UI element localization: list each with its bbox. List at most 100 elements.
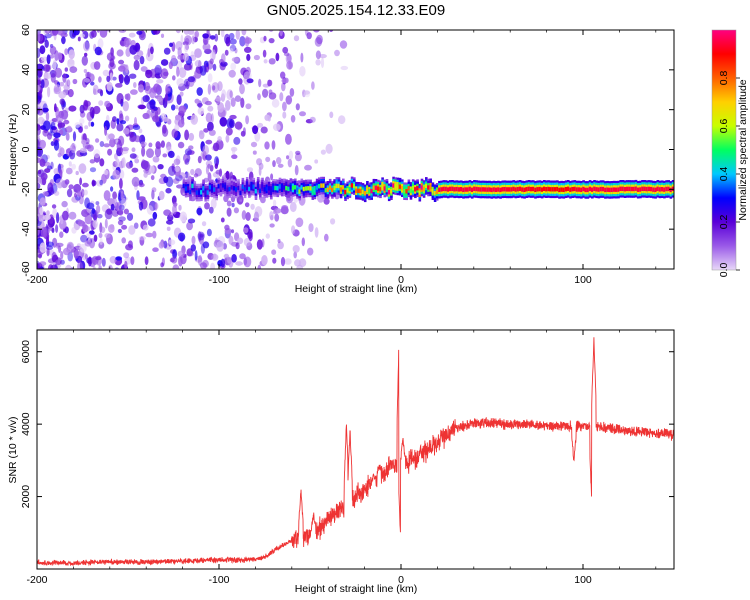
noise-blob (64, 264, 73, 269)
noise-blob (194, 250, 198, 261)
snr-x-axis-label: Height of straight line (km) (295, 583, 418, 595)
signal-band-cell (595, 187, 598, 192)
noise-blob (37, 85, 41, 92)
noise-blob (55, 224, 59, 233)
noise-blob (132, 124, 141, 130)
noise-blob (258, 78, 262, 88)
signal-band-cell (604, 187, 607, 193)
noise-blob (120, 190, 124, 200)
noise-blob (101, 257, 106, 267)
noise-blob (309, 116, 316, 123)
noise-blob (152, 156, 160, 163)
noise-blob (99, 238, 103, 245)
noise-blob (143, 172, 148, 178)
signal-band-cell (390, 189, 393, 194)
noise-blob (85, 145, 92, 149)
noise-blob (214, 33, 219, 42)
noise-blob (37, 126, 41, 136)
noise-blob (88, 238, 96, 249)
noise-blob (130, 89, 138, 95)
noise-blob (206, 228, 212, 237)
signal-band-cell (333, 185, 336, 191)
noise-blob (243, 256, 252, 268)
noise-blob (280, 268, 283, 269)
noise-blob (205, 139, 213, 145)
noise-blob (215, 157, 219, 166)
noise-blob (72, 78, 78, 85)
noise-blob (231, 57, 239, 62)
signal-band-cell (490, 187, 494, 193)
noise-blob (277, 163, 284, 168)
noise-blob (77, 261, 83, 269)
signal-band-cell (497, 187, 500, 192)
noise-blob (50, 121, 56, 130)
signal-band-cell (628, 186, 631, 192)
noise-blob (154, 201, 158, 211)
signal-band-cell (311, 188, 315, 194)
noise-blob (88, 230, 95, 235)
noise-blob (272, 199, 277, 207)
noise-blob (60, 251, 64, 260)
noise-blob (49, 226, 55, 232)
noise-blob (229, 48, 234, 53)
signal-band-cell (630, 186, 633, 192)
noise-blob (170, 256, 178, 264)
signal-band-cell (667, 186, 670, 192)
noise-blob (84, 52, 88, 57)
noise-blob (114, 153, 118, 160)
noise-blob (257, 122, 264, 128)
signal-band-cell (407, 186, 411, 191)
noise-blob (40, 226, 48, 238)
signal-band-cell (660, 187, 664, 192)
noise-blob (243, 71, 252, 81)
noise-blob (194, 69, 202, 79)
signal-band-cell (208, 185, 212, 190)
noise-blob (257, 93, 261, 101)
signal-band-cell (355, 188, 358, 193)
noise-blob (178, 105, 187, 114)
noise-blob (104, 100, 111, 108)
noise-blob (138, 182, 145, 188)
noise-blob (160, 262, 164, 268)
noise-blob (126, 212, 134, 221)
noise-blob (277, 238, 281, 244)
noise-blob (122, 146, 129, 152)
signal-band-cell (494, 187, 498, 192)
noise-blob (98, 100, 104, 106)
noise-blob (79, 243, 87, 253)
signal-band-cell (243, 187, 247, 192)
signal-band-cell (484, 187, 487, 192)
noise-blob (84, 213, 93, 225)
noise-blob (103, 190, 111, 201)
noise-blob (138, 104, 147, 110)
spectrogram-y-tick-label: 60 (20, 24, 32, 36)
noise-blob (184, 148, 192, 156)
noise-blob (194, 168, 202, 177)
signal-band-cell (202, 186, 205, 191)
noise-blob (171, 55, 177, 62)
noise-blob (163, 47, 171, 55)
noise-blob (83, 99, 89, 111)
noise-blob (146, 205, 154, 215)
noise-blob (81, 139, 87, 145)
noise-blob (142, 224, 149, 231)
noise-blob (209, 58, 214, 65)
noise-blob (194, 60, 202, 67)
noise-blob (123, 208, 129, 215)
noise-blob (271, 98, 280, 108)
noise-blob (211, 253, 219, 261)
noise-blob (118, 208, 124, 216)
noise-blob (299, 111, 306, 117)
signal-band-cell (626, 186, 629, 192)
noise-blob (175, 114, 181, 121)
noise-blob (82, 221, 87, 231)
noise-blob (67, 89, 74, 98)
signal-band-cell (553, 187, 557, 192)
signal-band-cell (462, 187, 465, 192)
noise-blob (286, 155, 290, 160)
noise-blob (314, 227, 319, 238)
noise-blob (93, 149, 101, 159)
signal-band-cell (619, 186, 622, 191)
signal-band-cell (315, 185, 319, 190)
noise-blob (45, 111, 50, 122)
